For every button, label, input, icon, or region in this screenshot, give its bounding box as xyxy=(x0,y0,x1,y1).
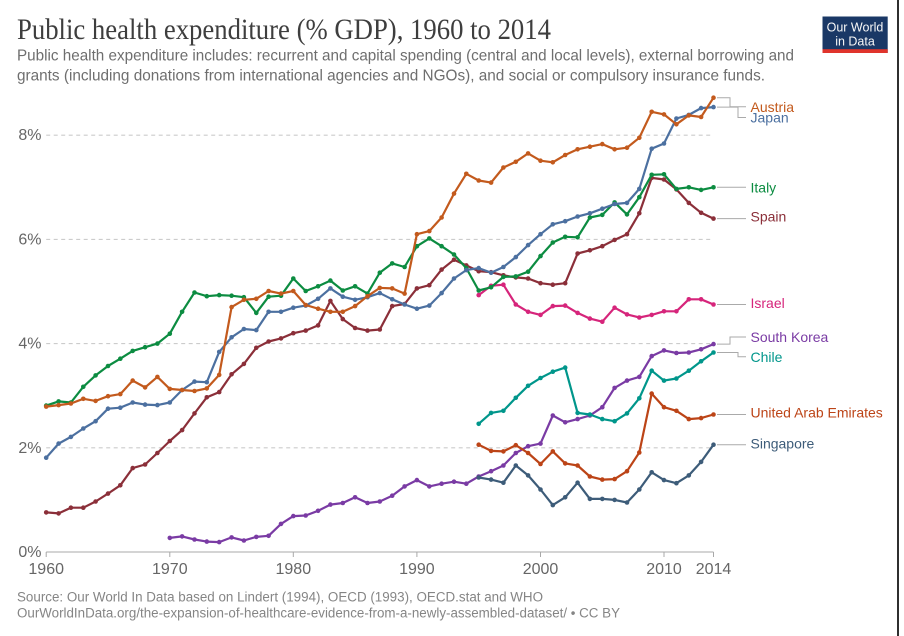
svg-text:Public health expenditure (% G: Public health expenditure (% GDP), 1960 … xyxy=(17,13,551,46)
svg-text:Our World: Our World xyxy=(827,21,884,35)
svg-text:OurWorldInData.org/the-expansi: OurWorldInData.org/the-expansion-of-heal… xyxy=(17,606,620,621)
svg-text:Source: Our World In Data base: Source: Our World In Data based on Linde… xyxy=(17,590,543,605)
svg-text:Austria: Austria xyxy=(751,99,795,115)
svg-text:1980: 1980 xyxy=(276,561,312,578)
svg-text:2%: 2% xyxy=(18,440,41,457)
svg-text:Israel: Israel xyxy=(751,295,785,311)
svg-text:8%: 8% xyxy=(18,127,41,144)
svg-text:Public health expenditure incl: Public health expenditure includes: recu… xyxy=(17,48,794,65)
svg-text:Chile: Chile xyxy=(751,349,783,365)
svg-text:Singapore: Singapore xyxy=(751,436,815,452)
svg-text:in Data: in Data xyxy=(835,35,875,49)
svg-text:1960: 1960 xyxy=(28,561,64,578)
svg-text:2010: 2010 xyxy=(646,561,682,578)
svg-text:0%: 0% xyxy=(18,544,41,561)
svg-text:Japan: Japan xyxy=(751,110,789,126)
svg-text:1990: 1990 xyxy=(399,561,435,578)
svg-text:Italy: Italy xyxy=(751,180,777,196)
svg-text:6%: 6% xyxy=(18,231,41,248)
svg-text:South Korea: South Korea xyxy=(751,329,829,345)
svg-text:1970: 1970 xyxy=(152,561,188,578)
svg-text:grants (including donations fr: grants (including donations from interna… xyxy=(17,68,765,85)
svg-text:2014: 2014 xyxy=(696,561,732,578)
svg-text:United Arab Emirates: United Arab Emirates xyxy=(751,405,883,421)
svg-text:4%: 4% xyxy=(18,336,41,353)
svg-text:Spain: Spain xyxy=(751,208,787,224)
svg-text:2000: 2000 xyxy=(523,561,559,578)
